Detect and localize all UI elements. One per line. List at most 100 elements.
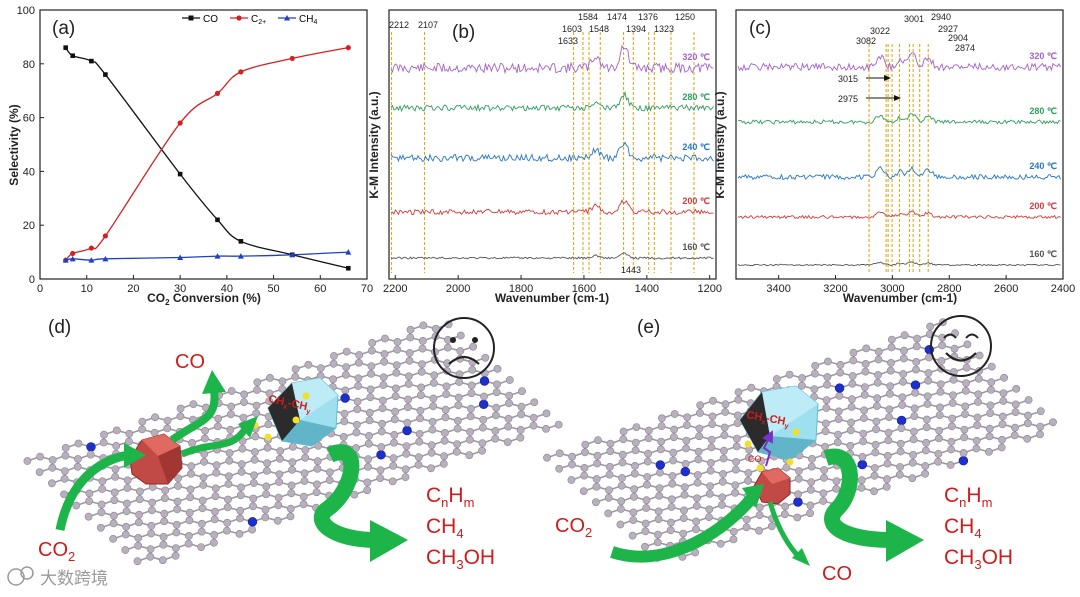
n-dopant-atom [479,376,490,386]
panel-b-ticks: 2200 2000 1800 1600 1400 1200 [383,275,722,295]
data-point-ch4 [214,253,221,259]
carbon-atom [823,373,832,381]
carbon-atom [820,466,829,474]
carbon-atom [859,437,867,446]
carbon-atom [899,354,908,363]
carbon-atom [418,336,427,345]
carbon-atom [263,443,272,452]
carbon-atom [948,414,957,423]
carbon-atom [682,436,691,445]
carbon-atom [874,347,883,356]
carbon-atom [379,381,388,389]
peak-label: 2874 [955,43,975,53]
peak-label: 2107 [418,20,438,30]
peak-label: 1323 [654,24,674,34]
carbon-atom [237,460,246,469]
carbon-atom [341,370,350,379]
carbon-atom [223,503,232,512]
carbon-atom [173,497,182,506]
carbon-atom [729,527,738,536]
peak-label: 1548 [589,24,609,34]
carbon-atom [184,539,193,548]
carbon-atom [390,430,399,439]
carbon-atom [188,438,196,447]
panel-a-legend: CO C2+ CH4 [182,14,317,26]
y-tick-label: 20 [23,220,35,232]
carbon-atom [1010,431,1019,440]
carbon-atom [440,436,449,445]
carbon-atom [150,428,159,437]
spectrum-240c [390,141,714,163]
carbon-atom [1012,384,1021,393]
carbon-atom [378,396,387,405]
product-cnhm-e: CnHm [944,484,992,510]
peak-label: 1394 [626,24,646,34]
carbon-atom [860,406,868,415]
carbon-atom [935,426,944,435]
carbon-atom [1000,373,1008,382]
panel-b-frame [388,9,717,280]
carbon-atom [174,474,183,483]
peak-label: 3001 [904,14,924,24]
carbon-atom [123,476,132,485]
carbon-atom [197,519,206,528]
carbon-atom [505,391,514,400]
carbon-atom [821,419,830,428]
carbon-atom [61,451,70,460]
carbon-atom [859,429,868,438]
carbon-atom [262,490,270,499]
carbon-atom [427,464,435,473]
spectrum-320c [737,52,1061,72]
carbon-atom [1024,396,1033,404]
carbon-atom [378,419,386,428]
carbon-atom [947,437,956,446]
n-dopant-atom [958,456,969,466]
carbon-atom [454,401,463,410]
carbon-atom [253,378,262,387]
carbon-atom [848,379,857,388]
carbon-atom [366,393,375,402]
carbon-atom [885,405,894,414]
carbon-atom [644,434,653,443]
carbon-atom [212,461,221,470]
carbon-atom [936,387,945,396]
carbon-atom [197,543,205,551]
carbon-atom [185,516,194,525]
carbon-atom [110,511,118,520]
panel-a-x-axis-label: CO2 Conversion (%) [147,291,261,307]
carbon-atom [393,337,402,346]
carbon-atom [491,434,500,443]
carbon-atom [821,427,830,436]
carbon-atom [605,486,613,494]
carbon-atom [670,410,679,418]
n-dopant-atom [86,442,96,452]
carbon-atom [364,455,373,464]
carbon-atom [632,423,641,431]
carbon-atom [744,476,752,485]
carbon-atom [376,466,385,475]
carbon-atom [133,557,142,566]
carbon-atom [465,435,474,444]
carbon-atom [679,529,688,538]
carbon-atom [960,425,969,434]
carbon-atom [112,441,121,450]
co2-inflow-arrow-d [55,443,146,531]
peak-label: 2940 [931,12,951,22]
carbon-atom [146,552,155,561]
happy-face-icon [930,315,992,377]
temperature-label: 280 ℃ [1029,106,1057,116]
carbon-atom [733,411,742,420]
carbon-atom [682,444,690,453]
carbon-atom [896,447,905,456]
series-line-ch4 [65,251,349,261]
carbon-atom [720,431,729,440]
carbon-atom [896,463,904,471]
carbon-atom [431,324,440,333]
carbon-atom [985,432,994,441]
carbon-atom [224,495,232,504]
carbon-atom [654,507,663,516]
data-point-ch4 [69,255,76,262]
carbon-atom [274,493,283,502]
carbon-atom [999,389,1008,398]
carbon-atom [367,346,376,355]
